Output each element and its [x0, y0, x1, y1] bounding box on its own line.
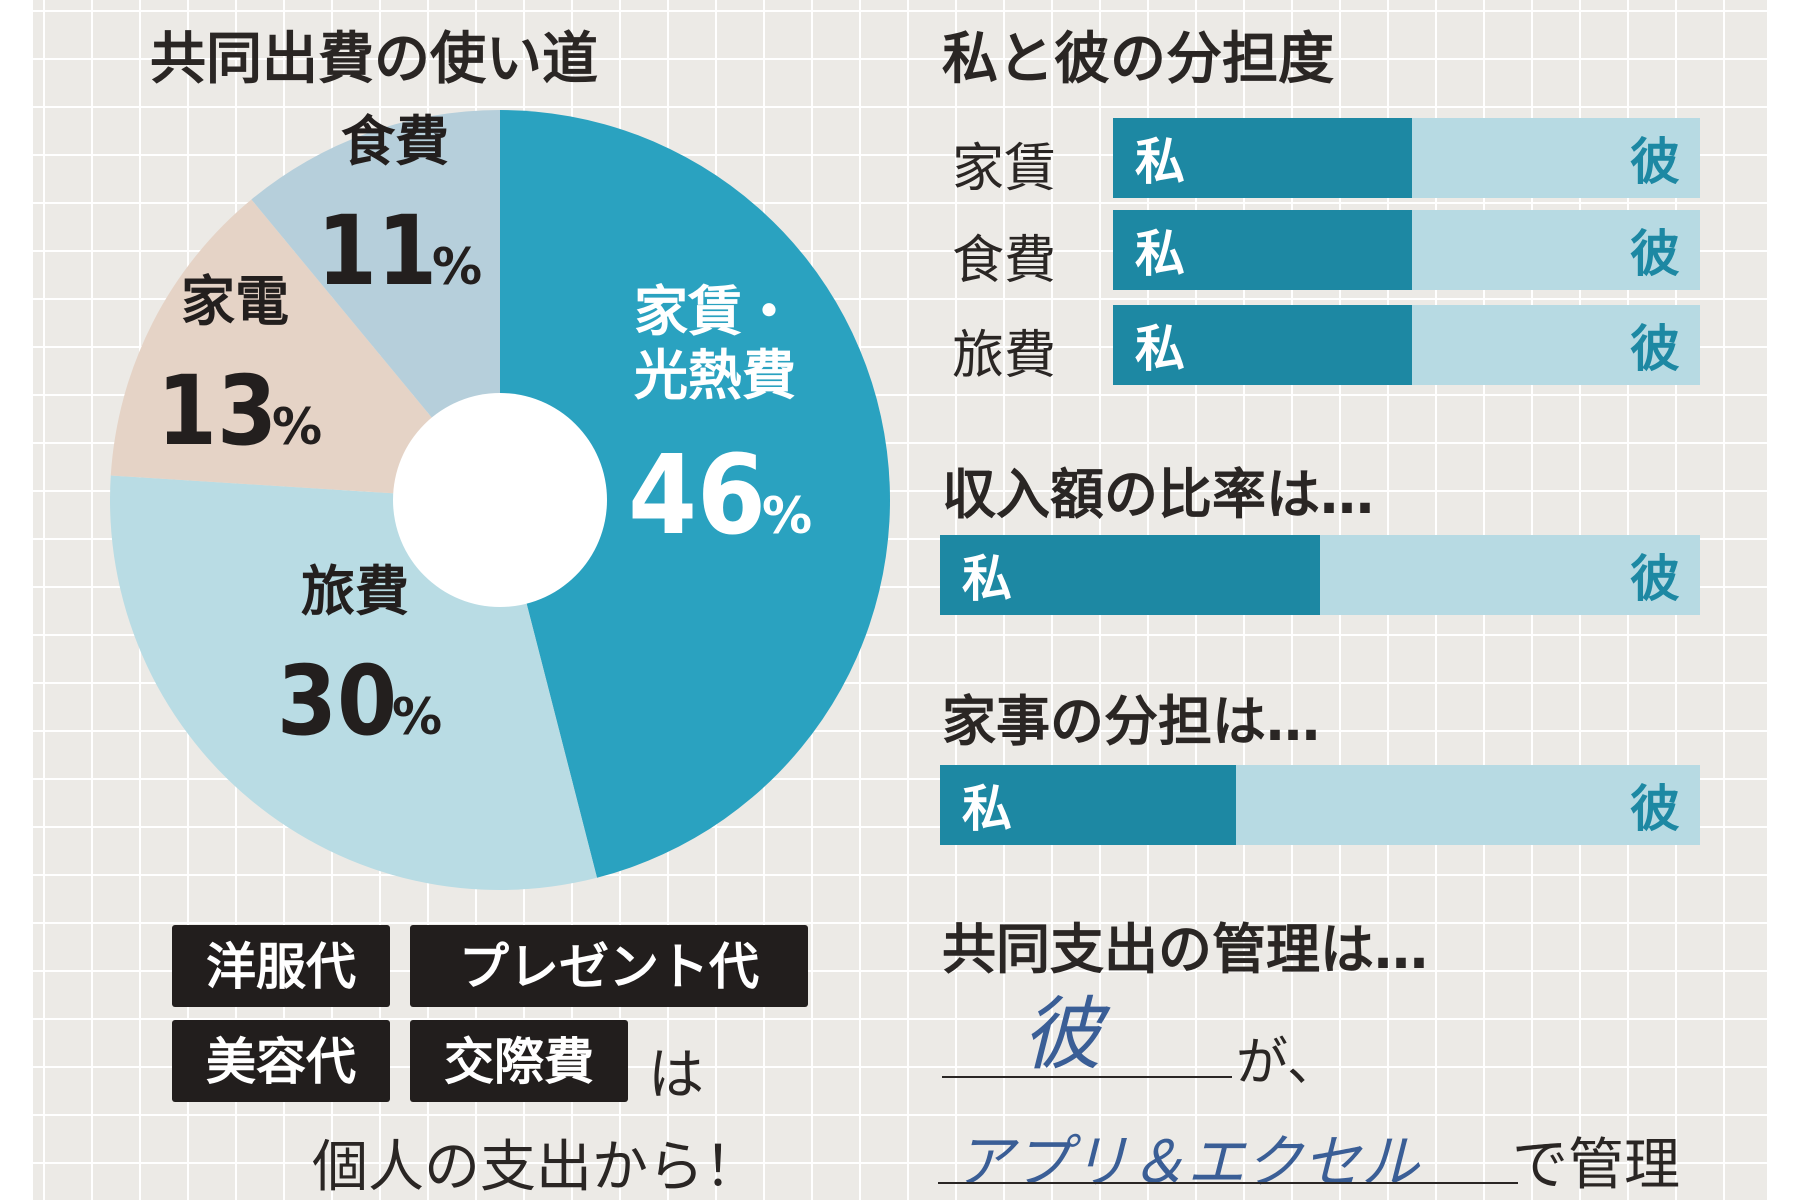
tag-social: 交際費	[410, 1020, 628, 1102]
manager-suffix: が、	[1236, 1033, 1339, 1093]
share-row-partner-label: 彼	[1630, 133, 1680, 191]
share-row-me-label: 私	[1135, 133, 1185, 191]
pie-slice-value: 11	[317, 195, 437, 307]
pie-slice-label: 光熱費	[634, 344, 796, 407]
housework-me-label: 私	[962, 780, 1012, 838]
pie-slice-unit: %	[272, 398, 322, 456]
income-bar-me	[940, 535, 1320, 615]
share-row-me-label: 私	[1135, 320, 1185, 378]
housework-bar-me	[940, 765, 1237, 845]
share-row-bar: 私彼	[1113, 305, 1700, 385]
pie-title: 共同出費の使い道	[150, 27, 598, 92]
tag-presents: プレゼント代	[410, 925, 808, 1007]
pie-slice	[500, 110, 890, 878]
method-underline	[938, 1182, 1518, 1184]
method-handwritten: アプリ＆エクセル	[955, 1128, 1420, 1196]
tag-clothes: 洋服代	[172, 925, 390, 1007]
pie-slice-value: 46	[628, 431, 766, 559]
pie-slice-label: 家電	[181, 270, 289, 333]
manager-handwritten: 彼	[1022, 988, 1102, 1081]
share-row-bar-me	[1113, 305, 1413, 385]
housework-bar: 私 彼	[940, 765, 1700, 845]
share-row-me-label: 私	[1135, 225, 1185, 283]
excluded-particle: は	[648, 1043, 704, 1108]
tag-beauty: 美容代	[172, 1020, 390, 1102]
pie-chart: 家賃・光熱費 46% 旅費 30% 家電 13% 食費 11%	[110, 110, 890, 890]
share-row-partner-label: 彼	[1630, 225, 1680, 283]
pie-slice-label: 旅費	[301, 560, 409, 623]
manager-underline	[942, 1076, 1232, 1078]
housework-title: 家事の分担は…	[942, 690, 1320, 753]
share-row-bar-me	[1113, 118, 1413, 198]
income-bar: 私 彼	[940, 535, 1700, 615]
pie-slice-label: 食費	[341, 110, 449, 173]
income-me-label: 私	[962, 550, 1012, 608]
share-row: 食費私彼	[950, 210, 1700, 291]
housework-partner-label: 彼	[1630, 780, 1680, 838]
income-title: 収入額の比率は…	[942, 463, 1374, 526]
management-title: 共同支出の管理は…	[942, 918, 1428, 981]
share-row-bar: 私彼	[1113, 210, 1700, 290]
share-row-label: 旅費	[952, 326, 1057, 386]
method-suffix: で管理	[1512, 1133, 1680, 1198]
share-title: 私と彼の分担度	[942, 27, 1334, 92]
pie-slice-unit: %	[392, 688, 442, 746]
income-bar-row: 私 彼	[940, 535, 1700, 615]
pie-slice-label: 家賃・	[634, 280, 796, 343]
pie-slice	[110, 199, 500, 501]
pie-hole	[393, 393, 607, 607]
share-row-label: 食費	[952, 231, 1057, 291]
income-partner-label: 彼	[1630, 550, 1680, 608]
share-row: 家賃私彼	[950, 118, 1700, 199]
pie-slice-value: 30	[277, 645, 397, 757]
pie-slice	[251, 110, 500, 500]
share-row-bar: 私彼	[1113, 118, 1700, 198]
housework-bar-row: 私 彼	[940, 765, 1700, 845]
pie-slice-unit: %	[762, 487, 812, 545]
pie-slice-unit: %	[432, 238, 482, 296]
share-row-bar-me	[1113, 210, 1413, 290]
share-row: 旅費私彼	[950, 305, 1700, 386]
share-row-label: 家賃	[952, 139, 1057, 199]
pie-slice-value: 13	[157, 355, 277, 467]
share-row-partner-label: 彼	[1630, 320, 1680, 378]
excluded-note: 個人の支出から！	[312, 1135, 760, 1200]
